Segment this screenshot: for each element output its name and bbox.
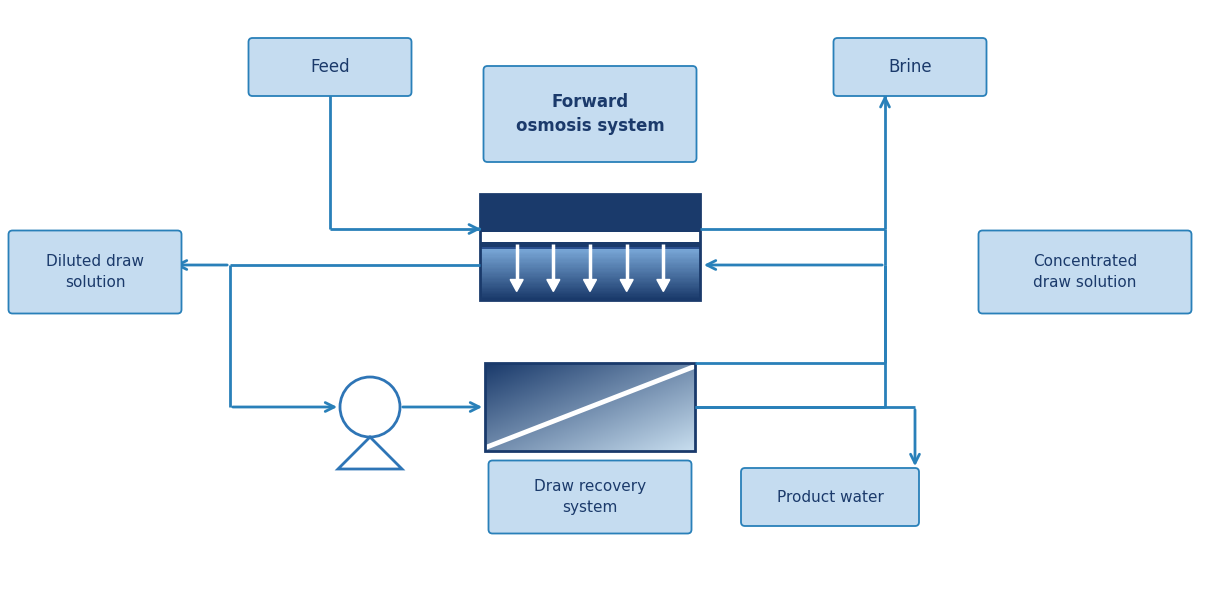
Bar <box>479 249 700 250</box>
Bar <box>479 293 700 294</box>
Bar <box>479 279 700 281</box>
Bar <box>479 232 700 242</box>
FancyBboxPatch shape <box>741 468 918 526</box>
Bar <box>479 268 700 269</box>
Bar <box>479 283 700 284</box>
Text: Forward
osmosis system: Forward osmosis system <box>516 93 664 135</box>
Bar <box>479 256 700 258</box>
Circle shape <box>340 377 400 437</box>
FancyBboxPatch shape <box>978 231 1191 314</box>
Polygon shape <box>338 437 402 469</box>
Text: Concentrated
draw solution: Concentrated draw solution <box>1033 254 1137 290</box>
Bar <box>479 290 700 291</box>
Bar <box>479 278 700 279</box>
Bar <box>479 291 700 292</box>
Bar <box>479 275 700 276</box>
Bar <box>479 284 700 285</box>
Text: Draw recovery
system: Draw recovery system <box>534 479 646 515</box>
Bar <box>479 294 700 296</box>
FancyBboxPatch shape <box>488 461 691 533</box>
Bar <box>479 281 700 282</box>
Polygon shape <box>583 279 597 291</box>
Bar <box>479 247 700 300</box>
Bar <box>479 282 700 283</box>
Polygon shape <box>657 279 670 291</box>
Text: Product water: Product water <box>777 489 883 504</box>
Bar <box>479 273 700 275</box>
Bar <box>479 287 700 288</box>
FancyBboxPatch shape <box>9 231 181 314</box>
Bar <box>479 292 700 293</box>
Bar <box>479 298 700 300</box>
Bar <box>479 269 700 270</box>
Polygon shape <box>510 279 523 291</box>
Polygon shape <box>620 279 634 291</box>
Bar <box>479 277 700 278</box>
Bar <box>479 262 700 263</box>
Text: Diluted draw
solution: Diluted draw solution <box>46 254 144 290</box>
FancyBboxPatch shape <box>834 38 987 96</box>
Text: Feed: Feed <box>311 58 350 76</box>
Bar <box>479 264 700 265</box>
FancyBboxPatch shape <box>248 38 411 96</box>
Bar <box>479 296 700 297</box>
Text: Brine: Brine <box>888 58 932 76</box>
Bar <box>479 250 700 252</box>
Bar <box>479 267 700 268</box>
Bar <box>479 254 700 255</box>
Bar <box>479 272 700 273</box>
Bar <box>479 194 700 300</box>
Bar <box>479 263 700 264</box>
Bar <box>479 258 700 259</box>
Bar <box>479 276 700 277</box>
Bar <box>479 259 700 261</box>
Bar <box>479 255 700 256</box>
Bar <box>486 363 695 451</box>
Bar <box>479 285 700 287</box>
Bar <box>479 270 700 272</box>
FancyBboxPatch shape <box>483 66 697 162</box>
Bar <box>479 288 700 290</box>
Polygon shape <box>547 279 560 291</box>
Bar <box>479 265 700 267</box>
Bar <box>479 252 700 253</box>
Bar <box>479 253 700 254</box>
Bar <box>479 261 700 262</box>
Bar <box>479 194 700 300</box>
Bar <box>479 297 700 298</box>
